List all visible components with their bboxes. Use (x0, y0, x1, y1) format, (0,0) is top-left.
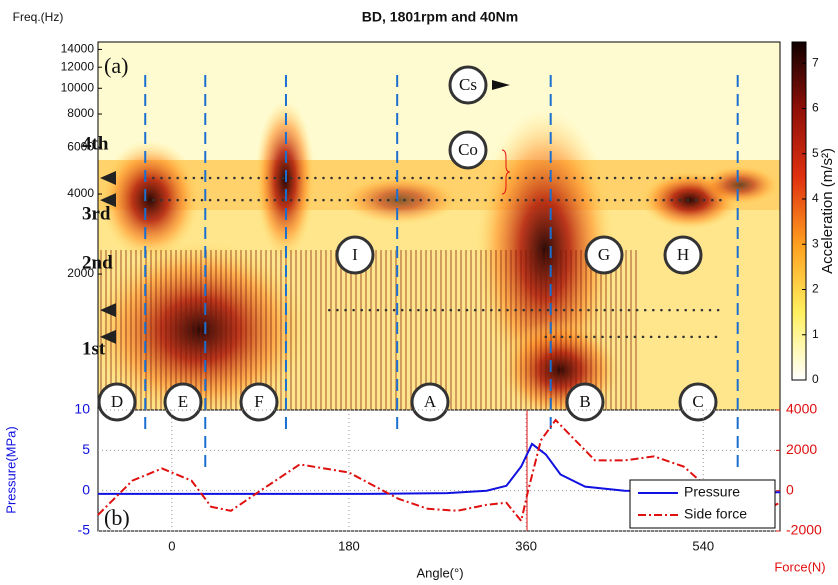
spectrogram-image (98, 42, 780, 410)
circle-label: D (111, 392, 123, 411)
circle-label: F (254, 392, 263, 411)
bracket (501, 149, 511, 195)
y-axis-label: Freq.(Hz) (13, 10, 64, 24)
y-tick-label: 0 (82, 481, 90, 497)
colorbar-tick-label: 1 (812, 327, 819, 341)
panel-label: (a) (104, 53, 128, 78)
y2-tick-label: 0 (786, 481, 794, 497)
colorbar-tick-label: 4 (812, 191, 819, 205)
y2-tick-label: -2000 (786, 522, 822, 538)
circle-label: Co (458, 140, 478, 159)
colorbar-tick-label: 3 (812, 236, 819, 250)
y-tick-label: 12000 (61, 59, 95, 73)
colorbar-tick-label: 6 (812, 101, 819, 115)
label-circle (163, 382, 203, 422)
label-circle (448, 130, 488, 170)
y-tick-label: 4000 (67, 186, 94, 200)
order-arrow (100, 193, 116, 208)
circle-label: I (352, 245, 358, 264)
colorbar (791, 41, 807, 381)
label-circle (448, 65, 488, 105)
colorbar-tick-label: 2 (812, 282, 819, 296)
y-tick-label: 6000 (67, 139, 94, 153)
y-tick-label: 14000 (61, 42, 95, 56)
y-tick-label: 5 (82, 441, 90, 457)
x-tick-label: 540 (692, 538, 714, 553)
y-tick-label: 2000 (67, 266, 94, 280)
label-circle (584, 235, 624, 275)
series-line (98, 442, 780, 495)
order-label: 2nd (82, 252, 113, 273)
y-tick-label: 10000 (61, 80, 95, 94)
x-tick-label: 180 (338, 538, 360, 553)
pointer-arrow (492, 80, 510, 90)
legend-box (629, 479, 776, 529)
y-tick-label: -5 (78, 522, 91, 538)
colorbar-tick-label: 0 (812, 372, 819, 386)
label-circle (239, 382, 279, 422)
y-tick-label: 10 (74, 401, 90, 417)
order-arrow (100, 171, 116, 186)
y-axis-label: Pressure(MPa) (3, 426, 18, 513)
x-tick-label: 0 (168, 538, 175, 553)
label-circle (97, 382, 137, 422)
order-label: 3rd (82, 203, 111, 224)
colorbar-tick-label: 5 (812, 146, 819, 160)
colorbar-label: Acceleration (m/s²) (819, 148, 836, 274)
circle-label: H (677, 245, 689, 264)
legend-label: Side force (684, 506, 747, 522)
circle-label: Cs (459, 75, 477, 94)
order-arrow (100, 329, 116, 344)
circle-label: G (598, 245, 610, 264)
label-circle (410, 382, 450, 422)
y-tick-label: 8000 (67, 106, 94, 120)
x-tick-label: 360 (515, 538, 537, 553)
order-arrow (100, 303, 116, 318)
circle-label: E (178, 392, 188, 411)
circle-label: B (579, 392, 590, 411)
circle-label: A (424, 392, 437, 411)
y2-tick-label: 2000 (786, 441, 817, 457)
label-circle (335, 235, 375, 275)
label-circle (678, 382, 718, 422)
colorbar-tick-label: 7 (812, 55, 819, 69)
circle-label: C (692, 392, 703, 411)
label-circle (565, 382, 605, 422)
label-circle (663, 235, 703, 275)
series-line (97, 418, 781, 524)
order-label: 1st (82, 338, 106, 359)
chart-title: BD, 1801rpm and 40Nm (362, 9, 518, 25)
y2-axis-label: Force(N) (774, 559, 825, 574)
y2-tick-label: 4000 (786, 401, 817, 417)
legend-label: Pressure (684, 484, 740, 500)
order-label: 4th (82, 133, 109, 154)
panel-label: (b) (104, 505, 130, 530)
x-axis-label: Angle(°) (416, 565, 463, 580)
